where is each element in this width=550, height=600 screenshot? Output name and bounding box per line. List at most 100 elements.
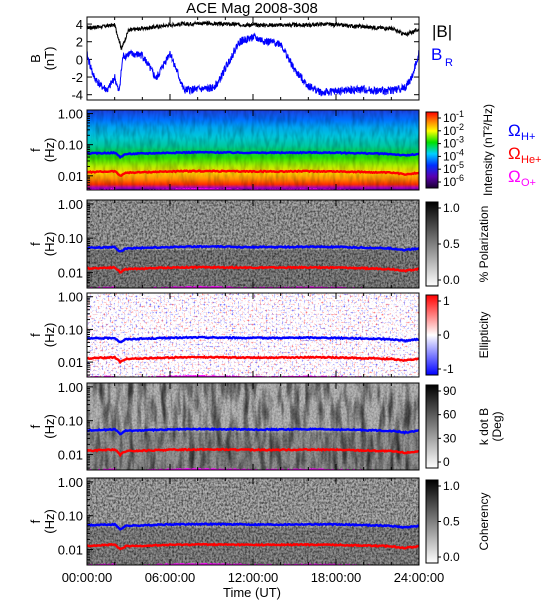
freq-tick-label: 1.00 — [58, 380, 83, 395]
gyro-legend-symbol: Ω — [508, 121, 521, 140]
colorbar-tick-exponent: -2 — [456, 122, 464, 132]
time-axis: 00:00:00 06:00:00 12:00:00 18:00:00 24:00:00… — [62, 17, 445, 600]
he-plus-gyro-line — [87, 265, 419, 274]
legend-b-radial: B — [431, 45, 442, 64]
b-radial-line — [86, 32, 420, 97]
he-plus-gyro-line — [87, 447, 419, 458]
freq-tick-label: 0.10 — [58, 322, 83, 337]
gyro-legend-symbol: Ω — [508, 167, 521, 186]
time-tick-label: 18:00:00 — [311, 570, 362, 585]
colorbar-tick-label: 0.5 — [443, 515, 460, 529]
colorbar-tick-label: 1 — [443, 294, 450, 308]
wave-normal-angle-colorbar-label-unit: (Deg) — [490, 411, 504, 441]
spectrogram-wave-normal-angle — [87, 383, 419, 470]
freq-tick-label: 1.00 — [58, 197, 83, 212]
wave-normal-angle-colorbar — [425, 384, 439, 469]
gyro-legend-sub: H+ — [521, 131, 535, 143]
colorbar-tick-exponent: -5 — [456, 160, 464, 170]
gyro-legend-symbol: Ω — [508, 144, 521, 163]
freq-tick-label: 1.00 — [58, 290, 83, 305]
intensity-colorbar — [425, 111, 439, 189]
polarization-colorbar — [425, 201, 439, 287]
freq-tick-label: 0.01 — [58, 355, 83, 370]
spectrogram-polarization — [87, 200, 419, 288]
spectrogram-intensity — [87, 110, 419, 190]
time-axis-label: Time (UT) — [223, 585, 281, 600]
legend-b-radial-sub: R — [445, 57, 453, 69]
freq-tick-label: 0.10 — [58, 509, 83, 524]
colorbar-tick-label: 60 — [443, 408, 457, 422]
h-plus-gyro-line — [87, 244, 419, 253]
freq-ylabel-unit: (Hz) — [42, 509, 57, 534]
colorbar-tick-label: 0.0 — [443, 273, 460, 287]
ellipticity-colorbar-label: Ellipticity — [477, 312, 491, 359]
time-tick-label: 00:00:00 — [62, 570, 113, 585]
b-ytick-label: 2 — [76, 35, 83, 50]
polarization-colorbar-label: % Polarization — [477, 206, 491, 283]
ellipticity-colorbar — [425, 294, 439, 376]
colorbar-tick-exponent: -4 — [456, 147, 464, 157]
freq-ylabel: f — [28, 242, 43, 246]
freq-ylabel: f — [28, 333, 43, 337]
freq-tick-label: 1.00 — [58, 475, 83, 490]
colorbar-tick-label: 0.5 — [443, 237, 460, 251]
wave-normal-angle-colorbar-label: k dot B — [477, 408, 491, 445]
freq-ylabel-unit: (Hz) — [42, 232, 57, 257]
he-plus-gyro-line — [87, 542, 419, 551]
h-plus-gyro-line — [87, 427, 419, 436]
gyro-legend-sub: O+ — [521, 177, 536, 189]
coherency-colorbar-label: Coherency — [477, 492, 491, 550]
intensity-colorbar-label: Intensity (nT²/Hz) — [481, 104, 495, 196]
he-plus-gyro-line — [87, 354, 419, 365]
colorbar-tick-label: 90 — [443, 384, 457, 398]
b-ylabel-unit: (nT) — [42, 47, 57, 71]
coherency-colorbar — [425, 479, 439, 564]
b-ylabel: B — [28, 54, 43, 63]
b-ytick-label: 4 — [76, 17, 83, 32]
colorbar-tick-label: 10 — [443, 175, 457, 189]
freq-tick-label: 1.00 — [58, 107, 83, 122]
freq-tick-label: 0.01 — [58, 169, 83, 184]
time-tick-label: 24:00:00 — [394, 570, 445, 585]
freq-tick-label: 0.10 — [58, 138, 83, 153]
freq-ylabel: f — [28, 148, 43, 152]
colorbar-tick-label: 1.0 — [443, 479, 460, 493]
freq-tick-label: 0.10 — [58, 231, 83, 246]
colorbar-tick-exponent: -3 — [456, 135, 464, 145]
time-tick-label: 12:00:00 — [228, 570, 279, 585]
freq-tick-label: 0.01 — [58, 265, 83, 280]
spectrogram-ellipticity — [87, 293, 419, 377]
h-plus-gyro-line — [87, 522, 419, 531]
freq-tick-label: 0.01 — [58, 543, 83, 558]
colorbar-tick-label: 30 — [443, 431, 457, 445]
b-total-line — [86, 20, 420, 51]
colorbar-tick-label: 10 — [443, 111, 457, 125]
freq-ylabel-unit: (Hz) — [42, 414, 57, 439]
colorbar-tick-label: 10 — [443, 124, 457, 138]
time-tick-label: 06:00:00 — [145, 570, 196, 585]
colorbar-tick-exponent: -1 — [456, 109, 464, 119]
colorbar-tick-label: 1.0 — [443, 201, 460, 215]
figure-title: ACE Mag 2008-308 — [186, 0, 318, 17]
h-plus-gyro-line — [87, 150, 419, 160]
colorbar-tick-label: -1 — [443, 362, 454, 376]
colorbar-tick-label: 10 — [443, 137, 457, 151]
b-ytick-label: -2 — [71, 70, 83, 85]
freq-tick-label: 0.10 — [58, 414, 83, 429]
b-ytick-label: 0 — [76, 52, 83, 67]
h-plus-gyro-line — [87, 335, 419, 344]
legend-b-total: |B| — [432, 22, 452, 41]
spectrogram-coherency — [87, 478, 419, 565]
colorbar-tick-label: 10 — [443, 162, 457, 176]
b-ytick-label: -4 — [71, 88, 83, 103]
freq-ylabel-unit: (Hz) — [42, 323, 57, 348]
gyro-legend-sub: He+ — [521, 154, 542, 166]
freq-ylabel: f — [28, 519, 43, 523]
colorbar-tick-label: 0.0 — [443, 550, 460, 564]
freq-ylabel-unit: (Hz) — [42, 138, 57, 163]
freq-ylabel: f — [28, 424, 43, 428]
colorbar-tick-label: 0 — [443, 455, 450, 469]
freq-tick-label: 0.01 — [58, 448, 83, 463]
colorbar-tick-label: 10 — [443, 149, 457, 163]
